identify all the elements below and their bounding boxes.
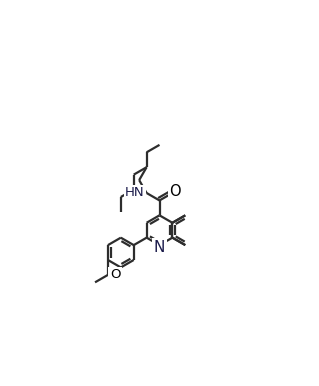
Text: O: O	[169, 183, 181, 198]
Text: N: N	[154, 240, 165, 255]
Text: O: O	[110, 268, 120, 281]
Text: HN: HN	[125, 186, 145, 200]
